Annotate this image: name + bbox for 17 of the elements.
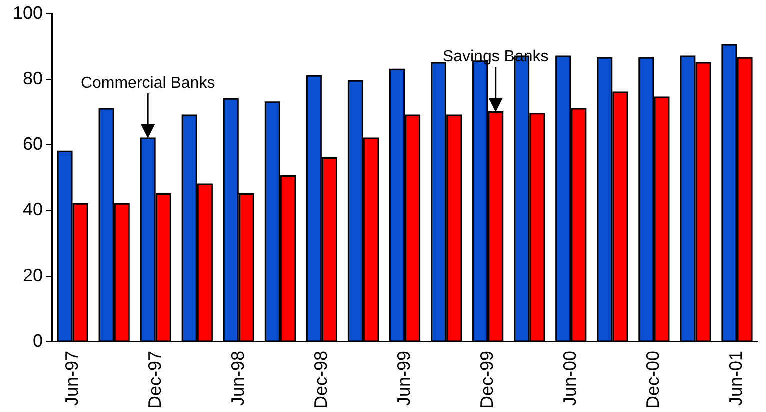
x-tick-label: Jun-01: [726, 350, 746, 406]
y-tick-label: 80: [23, 68, 44, 88]
y-tick-label: 100: [12, 2, 44, 23]
x-tick-label: Dec-97: [144, 350, 165, 410]
x-tick-label: Jun-99: [394, 350, 414, 406]
y-tick-label: 40: [23, 200, 44, 220]
x-tick-label: Dec-98: [310, 350, 331, 410]
y-tick-label: 60: [23, 134, 44, 154]
y-tick-label: 20: [23, 265, 44, 286]
annotation: Commercial Banks: [80, 74, 216, 92]
x-tick-label: Dec-00: [643, 350, 664, 410]
x-tick-label: Jun-00: [560, 350, 580, 406]
x-tick-label: Jun-97: [62, 350, 82, 406]
y-tick-label: 0: [33, 330, 44, 351]
annotation: Savings Banks: [442, 48, 549, 66]
x-tick-label: Dec-99: [477, 350, 498, 410]
x-tick-label: Jun-98: [228, 350, 248, 406]
